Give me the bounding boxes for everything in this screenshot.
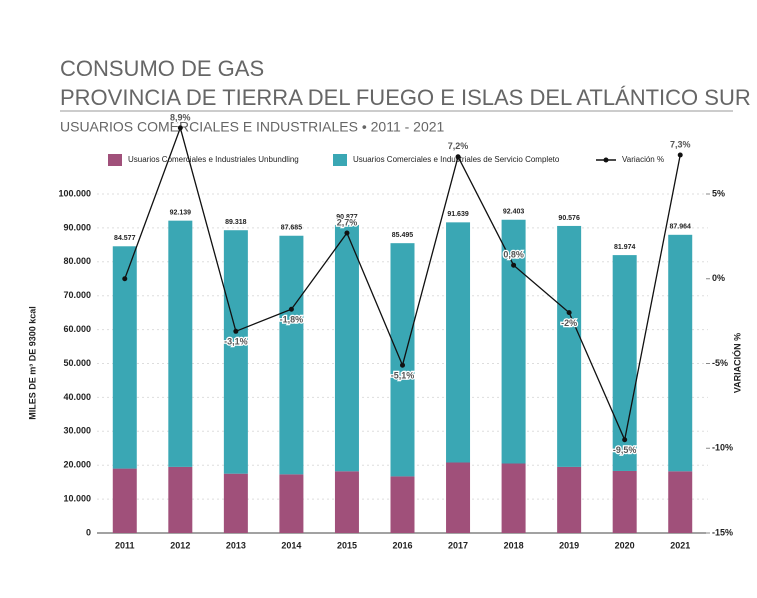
- bar-segment: [390, 243, 415, 477]
- y2-axis-label: VARIACIÓN %: [731, 333, 742, 393]
- x-tick-label: 2019: [559, 540, 579, 550]
- bar-segment: [557, 225, 582, 467]
- legend-label: Usuarios Comerciales e Industriales Unbu…: [128, 155, 299, 164]
- bar-segment: [279, 235, 304, 475]
- variation-label: -5,1%: [391, 371, 415, 381]
- y2-tick-label: -5%: [712, 358, 728, 368]
- variation-point: [566, 310, 572, 316]
- total-label: 87.685: [281, 225, 303, 232]
- variation-label: 7,2%: [448, 141, 469, 151]
- bar-segment: [557, 466, 582, 533]
- variation-point: [677, 152, 683, 158]
- variation-label: -9,5%: [613, 445, 637, 455]
- legend-label: Usuarios Comerciales e Industriales de S…: [353, 155, 560, 164]
- x-tick-label: 2014: [281, 540, 301, 550]
- y2-tick-label: -10%: [712, 443, 733, 453]
- y-tick-label: 90.000: [63, 222, 91, 232]
- bar-segment: [390, 476, 415, 533]
- bar-segment: [446, 222, 471, 463]
- bar-segment: [668, 471, 693, 533]
- y2-tick-label: 0%: [712, 273, 725, 283]
- bar-segment: [168, 220, 193, 467]
- bar-segment: [112, 246, 137, 469]
- y-tick-label: 70.000: [63, 290, 91, 300]
- total-label: 89.318: [225, 219, 247, 226]
- x-tick-label: 2013: [226, 540, 246, 550]
- x-tick-label: 2018: [504, 540, 524, 550]
- variation-label: -3,1%: [224, 337, 248, 347]
- y-tick-label: 60.000: [63, 324, 91, 334]
- legend-swatch: [108, 154, 122, 166]
- y-tick-label: 100.000: [58, 188, 91, 198]
- x-tick-label: 2015: [337, 540, 357, 550]
- x-tick-label: 2021: [670, 540, 690, 550]
- variation-label: -1,8%: [280, 315, 304, 325]
- x-tick-label: 2016: [392, 540, 412, 550]
- total-label: 91.639: [447, 211, 469, 218]
- bar-segment: [612, 255, 637, 471]
- x-tick-label: 2012: [170, 540, 190, 550]
- y-tick-label: 0: [86, 527, 91, 537]
- total-label: 84.577: [114, 235, 136, 242]
- y-axis-label: MILES DE m³ DE 9300 kcal: [27, 306, 37, 420]
- bar-segment: [168, 466, 193, 533]
- variation-label: 8,9%: [170, 112, 191, 122]
- chart-subtitle2: USUARIOS COMERCIALES E INDUSTRIALES • 20…: [60, 119, 445, 135]
- total-label: 87.964: [670, 224, 692, 231]
- y-tick-label: 20.000: [63, 460, 91, 470]
- chart-subtitle: PROVINCIA DE TIERRA DEL FUEGO E ISLAS DE…: [60, 85, 751, 110]
- variation-point: [400, 362, 405, 368]
- variation-point: [233, 328, 239, 334]
- bar-segment: [501, 219, 526, 464]
- y2-tick-label: -15%: [712, 527, 733, 537]
- bar-segment: [279, 474, 304, 533]
- variation-label: 7,3%: [670, 139, 691, 149]
- total-label: 81.974: [614, 244, 636, 251]
- y-tick-label: 80.000: [63, 256, 91, 266]
- legend-marker: [603, 157, 609, 163]
- y-tick-label: 10.000: [63, 493, 91, 503]
- y2-tick-label: 5%: [712, 188, 725, 198]
- variation-point: [122, 276, 128, 282]
- legend-label: Variación %: [622, 155, 664, 164]
- bar-segment: [112, 468, 137, 533]
- legend-swatch: [333, 154, 347, 166]
- total-label: 92.403: [503, 209, 525, 216]
- bar-segment: [334, 224, 359, 472]
- total-label: 90.877: [336, 214, 358, 221]
- variation-point: [288, 306, 294, 312]
- total-label: 90.576: [558, 215, 580, 222]
- bar-segment: [501, 463, 526, 533]
- variation-point: [511, 262, 517, 268]
- x-tick-label: 2011: [115, 540, 135, 550]
- variation-label: 0,8%: [503, 250, 524, 260]
- y-tick-label: 50.000: [63, 358, 91, 368]
- bar-segment: [334, 471, 359, 533]
- variation-label: -2%: [561, 318, 577, 328]
- bar-segment: [668, 234, 693, 472]
- total-label: 92.139: [170, 209, 192, 216]
- variation-point: [177, 125, 183, 131]
- bar-segment: [223, 230, 248, 474]
- variation-point: [344, 230, 350, 236]
- y-tick-label: 30.000: [63, 426, 91, 436]
- variation-point: [455, 154, 461, 160]
- x-tick-label: 2020: [615, 540, 635, 550]
- bar-segment: [612, 470, 637, 533]
- chart-title: CONSUMO DE GAS: [60, 56, 264, 81]
- variation-point: [622, 437, 628, 443]
- total-label: 85.495: [392, 232, 414, 239]
- bar-segment: [223, 473, 248, 533]
- y-tick-label: 40.000: [63, 392, 91, 402]
- x-tick-label: 2017: [448, 540, 468, 550]
- variation-label: 2,7%: [337, 217, 358, 227]
- bar-segment: [446, 462, 471, 533]
